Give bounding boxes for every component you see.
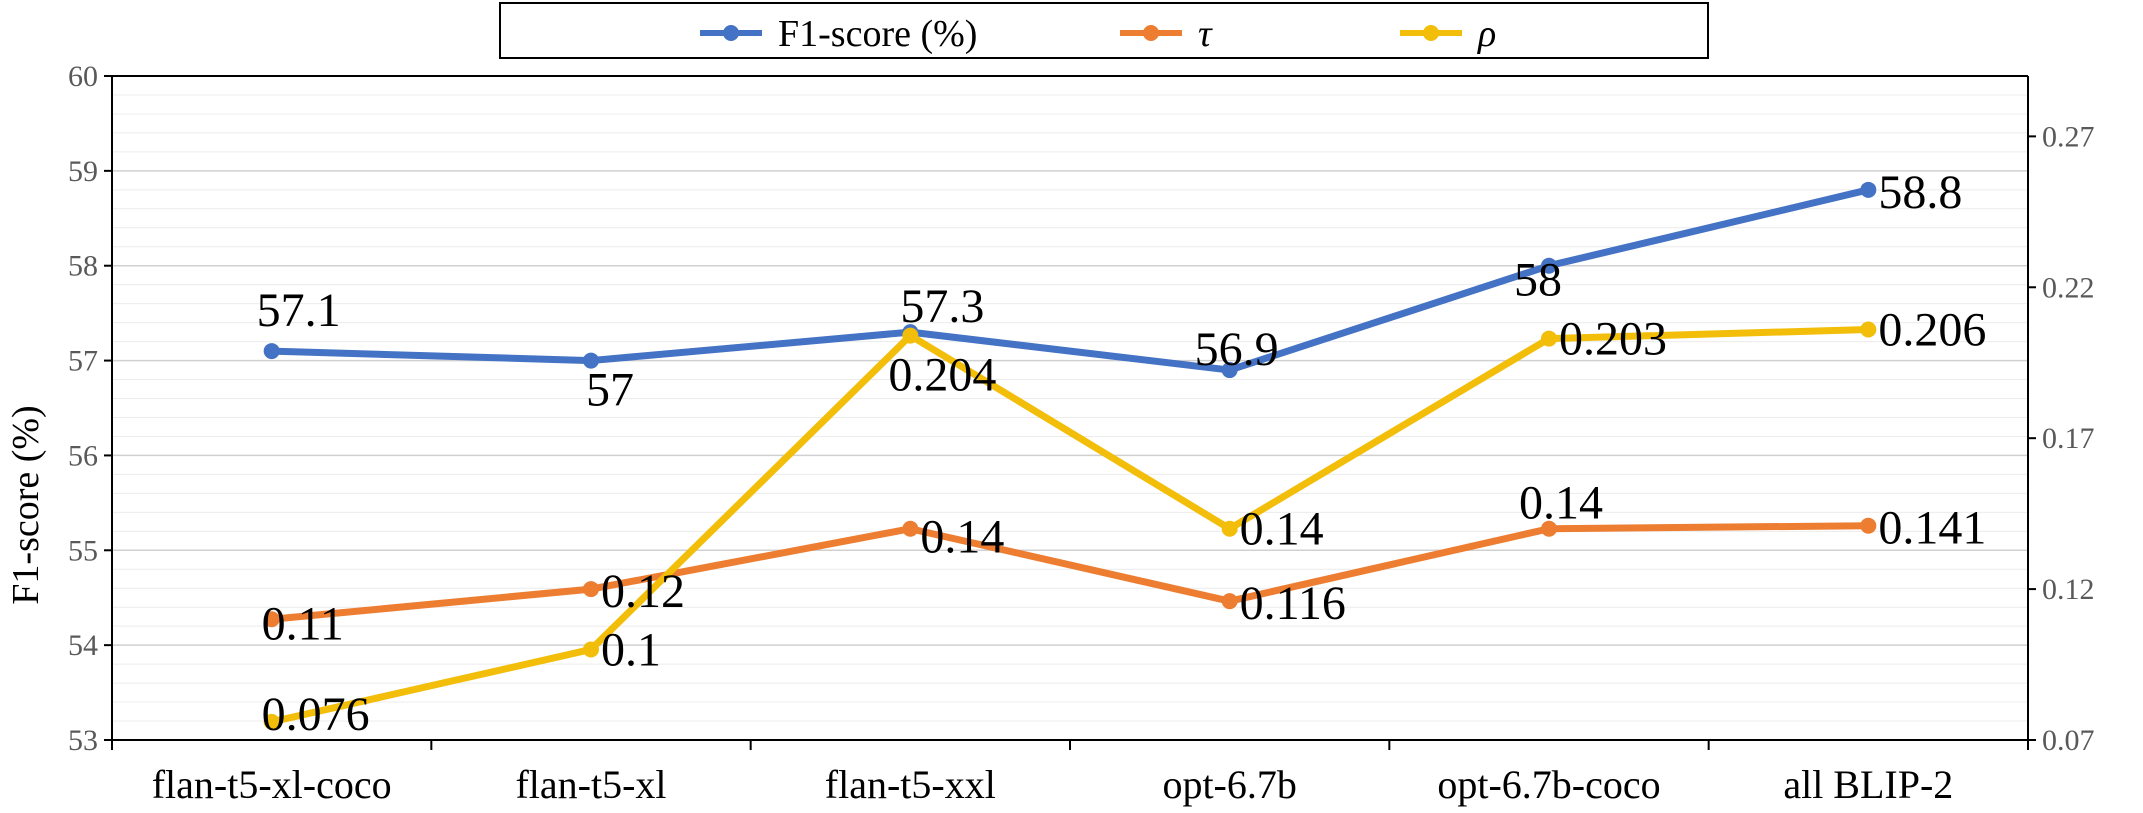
data-label-2: 0.14 [920, 511, 1004, 564]
series-line-1 [268, 186, 1872, 374]
legend-label-1: F1-score (%) [778, 13, 977, 55]
x-tick-label: flan-t5-xl-coco [152, 762, 392, 807]
y-tick-label: 54 [68, 629, 98, 662]
data-point-2 [583, 581, 599, 598]
data-label-2: 0.14 [1519, 477, 1603, 530]
series-line-3 [268, 326, 1872, 726]
data-label-3: 0.14 [1240, 503, 1324, 556]
data-point-2 [902, 520, 919, 537]
data-label-3: 0.1 [601, 623, 661, 676]
y-tick-label: 59 [68, 155, 98, 188]
gridlines [112, 75, 2028, 741]
data-point-1 [1860, 181, 1877, 198]
x-tick-label: opt-6.7b [1162, 762, 1296, 807]
y2-tick-label: 0.17 [2042, 422, 2095, 455]
legend: F1-score (%) τ ρ [499, 2, 1709, 59]
data-labels: 57.1 57 57.3 56.9 58 58.8 0.11 0.12 0.14 0.116 0.1… [257, 166, 1987, 741]
data-point-2 [1541, 520, 1557, 537]
data-point-2 [1221, 593, 1238, 610]
data-label-3: 0.076 [262, 688, 370, 741]
data-point-1 [583, 352, 599, 369]
series-lines [263, 181, 1877, 730]
y-tick-label: 55 [68, 534, 98, 567]
data-label-2: 0.141 [1878, 502, 1986, 555]
data-label-3: 0.204 [888, 349, 996, 402]
data-point-1 [1221, 362, 1238, 379]
x-tick-label: all BLIP-2 [1783, 762, 1953, 807]
data-point-2 [263, 611, 280, 628]
y-tick-label: 56 [68, 439, 98, 472]
data-point-3 [263, 713, 280, 730]
data-point-3 [902, 327, 919, 344]
data-point-2 [1860, 517, 1877, 534]
legend-marker-1 [723, 25, 739, 41]
data-point-3 [1860, 321, 1877, 338]
data-label-1: 57.3 [900, 280, 984, 333]
data-point-3 [1541, 330, 1557, 347]
data-label-1: 58.8 [1878, 166, 1962, 219]
y2-tick-label: 0.22 [2042, 271, 2095, 304]
y-tick-label: 53 [68, 724, 98, 757]
data-label-1: 57 [586, 364, 634, 417]
data-label-3: 0.206 [1878, 304, 1986, 357]
axes: 53 54 55 56 57 58 59 60 0.07 0.12 0.17 0.22 0.27 flan… [68, 60, 2095, 807]
y2-tick-label: 0.12 [2042, 573, 2095, 606]
y-axis-title: F1-score (%) [5, 405, 47, 604]
legend-label-2: τ [1198, 13, 1213, 55]
x-tick-label: flan-t5-xxl [825, 762, 996, 807]
y-tick-label: 60 [68, 60, 98, 93]
y-tick-label: 57 [68, 345, 98, 378]
y2-tick-label: 0.27 [2042, 120, 2095, 153]
legend-marker-3 [1423, 25, 1439, 41]
data-label-2: 0.11 [262, 597, 344, 650]
series-line-2 [268, 522, 1872, 623]
x-tick-label: opt-6.7b-coco [1437, 762, 1660, 807]
data-point-3 [583, 641, 599, 658]
data-label-2: 0.116 [1240, 577, 1346, 630]
legend-box [499, 2, 1709, 59]
data-point-1 [263, 343, 280, 360]
data-label-1: 56.9 [1195, 323, 1279, 376]
data-label-1: 58 [1514, 254, 1562, 307]
y-tick-label: 58 [68, 250, 98, 283]
data-label-2: 0.12 [601, 565, 685, 618]
y2-tick-label: 0.07 [2042, 724, 2095, 757]
legend-label-3: ρ [1477, 13, 1496, 55]
data-point-1 [1541, 257, 1557, 274]
data-label-1: 57.1 [257, 284, 341, 337]
legend-marker-2 [1143, 25, 1159, 41]
x-tick-label: flan-t5-xl [515, 762, 666, 807]
data-point-3 [1221, 520, 1238, 537]
data-label-3: 0.203 [1559, 313, 1667, 366]
